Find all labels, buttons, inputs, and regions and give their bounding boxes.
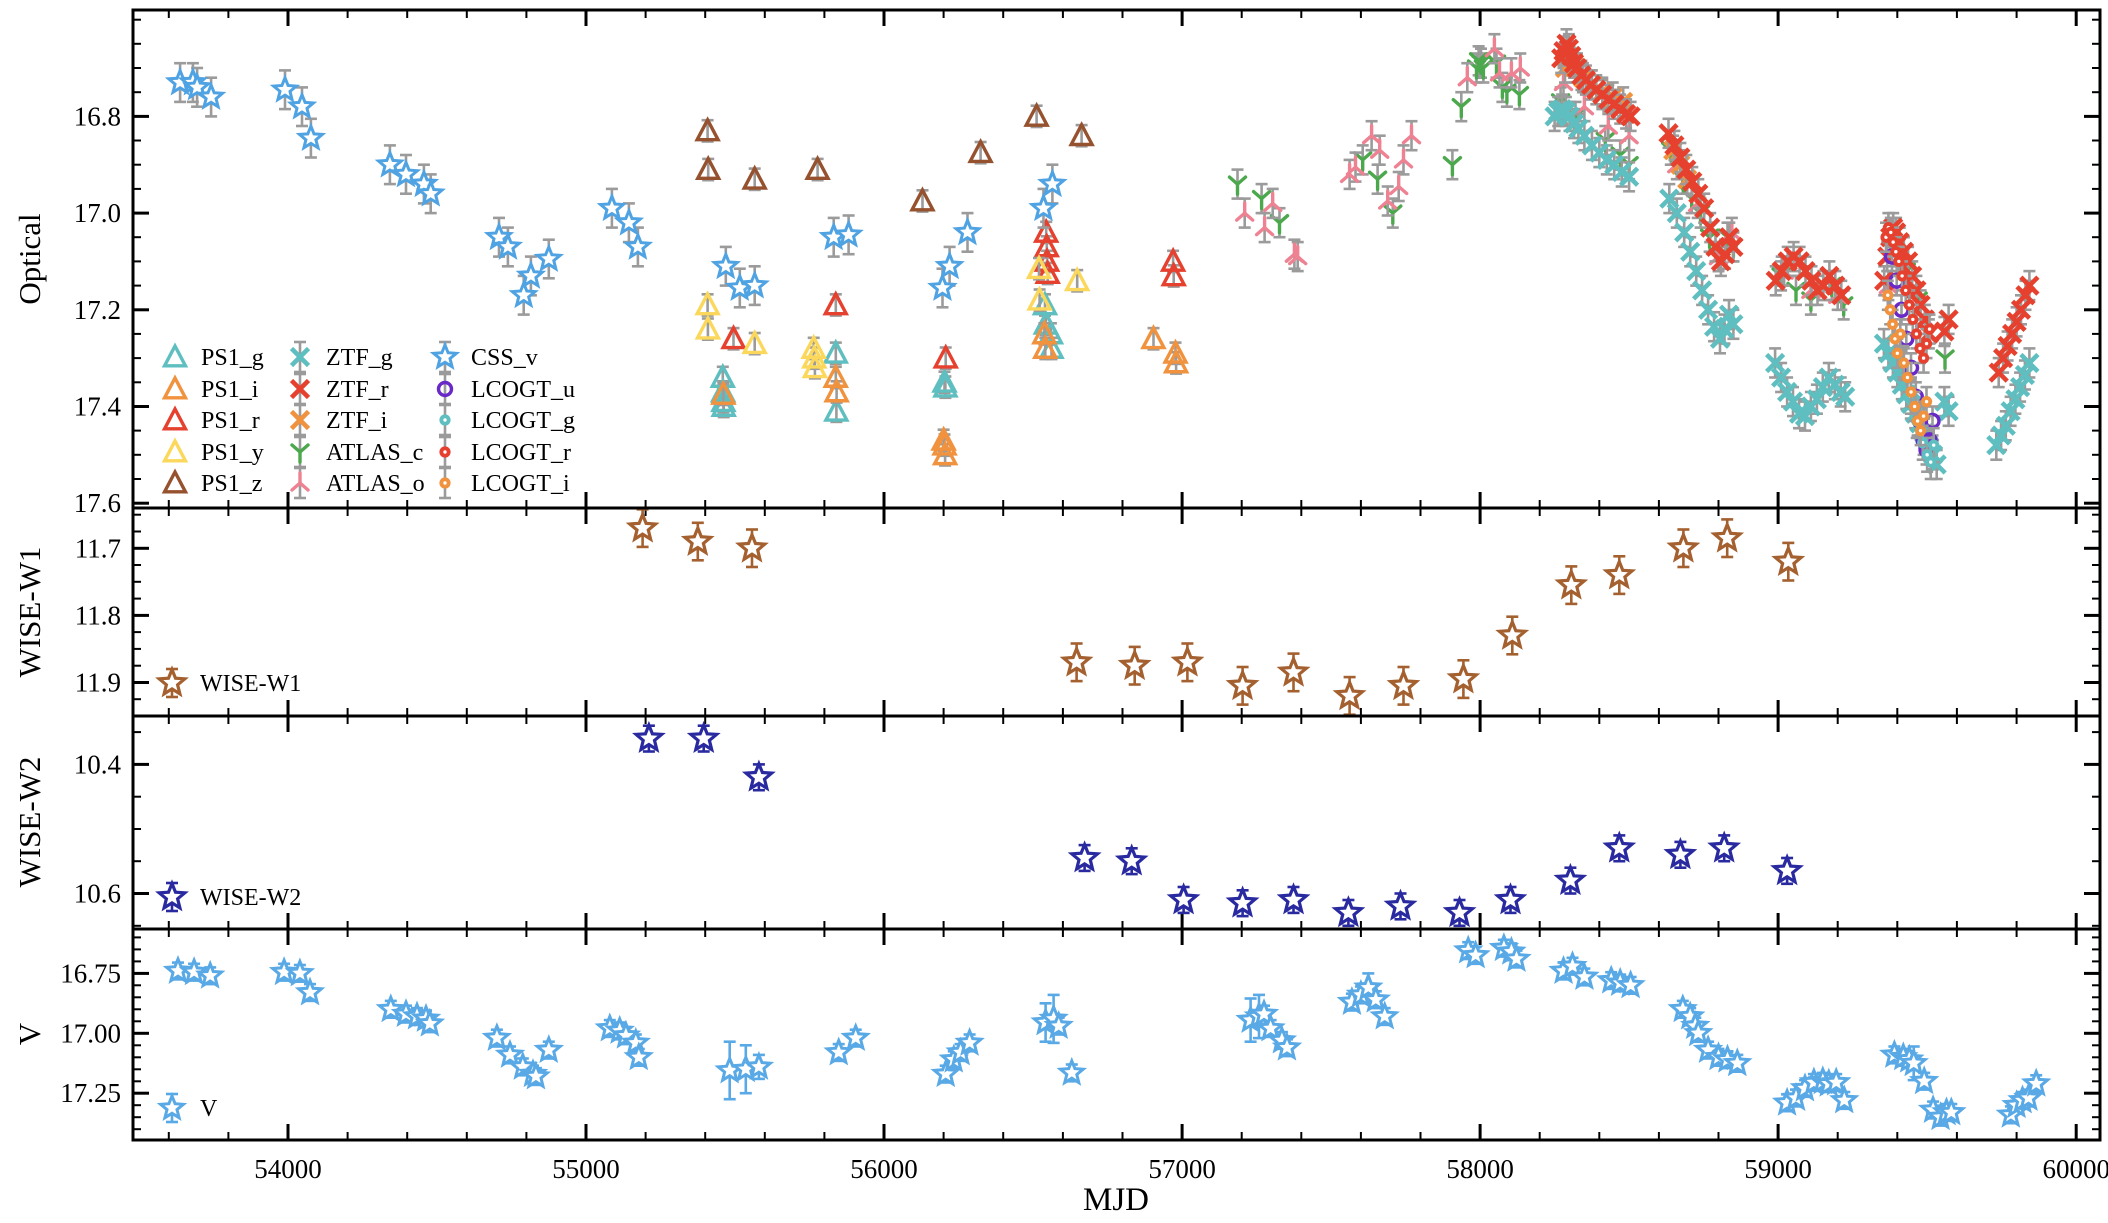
svg-text:LCOGT_g: LCOGT_g — [471, 408, 575, 434]
svg-text:11.9: 11.9 — [75, 668, 121, 698]
svg-text:ZTF_i: ZTF_i — [326, 408, 388, 434]
svg-text:PS1_y: PS1_y — [201, 440, 264, 466]
svg-text:PS1_r: PS1_r — [201, 408, 260, 434]
svg-text:PS1_i: PS1_i — [201, 377, 259, 403]
svg-text:60000: 60000 — [2042, 1154, 2108, 1184]
svg-text:LCOGT_i: LCOGT_i — [471, 471, 570, 497]
svg-text:ZTF_g: ZTF_g — [326, 345, 393, 371]
svg-text:17.2: 17.2 — [74, 295, 121, 325]
chart-plot-area: 16.8 17.0 17.2 17.4 17.6 PS1_g PS1_i PS1_r PS1_y… — [60, 8, 2108, 1184]
panel-wise-w2-ylabel: WISE-W2 — [12, 757, 47, 888]
svg-text:56000: 56000 — [850, 1154, 918, 1184]
svg-text:10.6: 10.6 — [74, 879, 121, 909]
svg-text:WISE-W2: WISE-W2 — [200, 885, 301, 911]
svg-text:LCOGT_u: LCOGT_u — [471, 377, 575, 403]
svg-text:10.4: 10.4 — [74, 749, 122, 779]
svg-text:17.6: 17.6 — [74, 488, 121, 518]
svg-text:17.4: 17.4 — [74, 392, 122, 422]
svg-text:17.25: 17.25 — [60, 1078, 121, 1108]
panel-v-ylabel: V — [12, 1022, 47, 1045]
svg-text:16.75: 16.75 — [60, 958, 121, 988]
svg-text:59000: 59000 — [1744, 1154, 1812, 1184]
svg-text:17.0: 17.0 — [74, 198, 121, 228]
svg-text:55000: 55000 — [552, 1154, 620, 1184]
svg-text:V: V — [200, 1096, 218, 1122]
svg-text:54000: 54000 — [254, 1154, 322, 1184]
svg-text:11.8: 11.8 — [75, 600, 121, 630]
svg-text:PS1_g: PS1_g — [201, 345, 264, 371]
svg-text:WISE-W1: WISE-W1 — [200, 671, 301, 697]
svg-text:ZTF_r: ZTF_r — [326, 377, 389, 403]
panel-optical-ylabel: Optical — [12, 213, 47, 304]
svg-text:ATLAS_c: ATLAS_c — [326, 440, 423, 466]
svg-text:57000: 57000 — [1148, 1154, 1216, 1184]
x-axis-title: MJD — [1083, 1182, 1149, 1218]
panel-wise-w1-ylabel: WISE-W1 — [12, 547, 47, 678]
svg-text:11.7: 11.7 — [75, 533, 121, 563]
svg-text:17.00: 17.00 — [60, 1018, 121, 1048]
svg-text:PS1_z: PS1_z — [201, 471, 262, 497]
svg-text:LCOGT_r: LCOGT_r — [471, 440, 571, 466]
svg-text:58000: 58000 — [1446, 1154, 1514, 1184]
svg-text:16.8: 16.8 — [74, 101, 121, 131]
svg-text:ATLAS_o: ATLAS_o — [326, 471, 425, 497]
svg-text:CSS_v: CSS_v — [471, 345, 538, 371]
